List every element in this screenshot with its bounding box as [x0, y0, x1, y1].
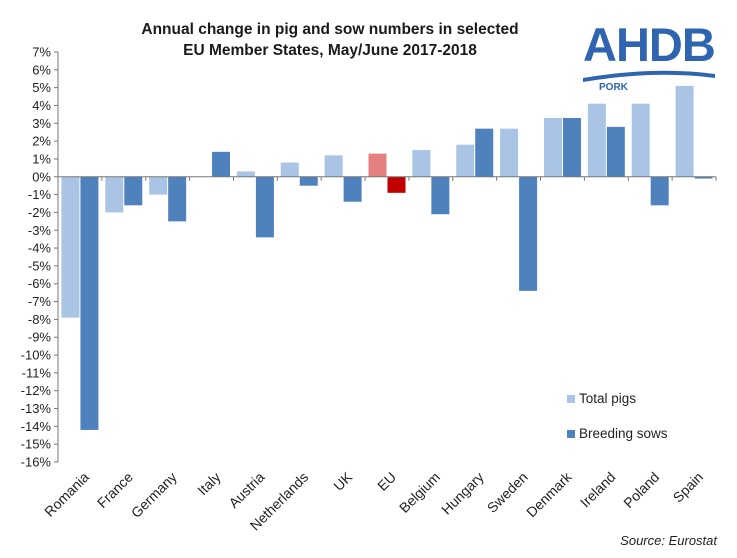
y-tick-label: 4% — [32, 98, 51, 113]
chart-title: Annual change in pig and sow numbers in … — [60, 19, 600, 61]
y-tick-label: -1% — [28, 187, 52, 202]
bar-breeding-sows-romania — [80, 176, 99, 430]
y-tick-label: 3% — [32, 116, 51, 131]
bar-breeding-sows-belgium — [431, 176, 450, 215]
x-category-label: Romania — [41, 469, 92, 520]
bar-breeding-sows-italy — [212, 151, 231, 177]
legend-swatch-breeding-sows — [567, 430, 575, 438]
legend-label-breeding-sows: Breeding sows — [579, 426, 668, 441]
bar-total-pigs-eu — [368, 153, 387, 177]
y-tick-label: -3% — [28, 223, 52, 238]
y-tick-label: -11% — [22, 365, 52, 380]
source-note: Source: Eurostat — [620, 533, 717, 548]
bar-total-pigs-sweden — [500, 128, 519, 177]
bar-total-pigs-hungary — [456, 144, 475, 177]
y-tick-label: 7% — [32, 45, 51, 60]
y-tick-label: -5% — [28, 258, 52, 273]
y-tick-label: -10% — [21, 348, 52, 363]
logo-subtitle: PORK — [599, 82, 628, 93]
bar-total-pigs-germany — [149, 176, 168, 195]
bar-breeding-sows-germany — [168, 176, 187, 222]
x-category-label: Hungary — [438, 469, 487, 518]
y-tick-label: 0% — [32, 169, 51, 184]
x-category-label: Spain — [670, 469, 707, 506]
y-tick-label: -14% — [21, 419, 52, 434]
logo-swoosh-icon — [583, 70, 715, 82]
bar-total-pigs-austria — [236, 171, 255, 177]
chart-title-line-1: Annual change in pig and sow numbers in … — [141, 21, 519, 38]
logo-wordmark: AHDB — [583, 18, 716, 71]
x-category-label: France — [94, 469, 136, 511]
y-tick-label: -6% — [28, 276, 52, 291]
ahdb-logo: AHDB PORK — [583, 20, 723, 100]
bar-breeding-sows-sweden — [519, 176, 538, 291]
y-tick-label: 5% — [32, 80, 51, 95]
bar-total-pigs-uk — [324, 155, 343, 177]
bar-total-pigs-spain — [675, 85, 694, 177]
y-tick-label: -15% — [21, 437, 52, 452]
x-category-label: Denmark — [523, 468, 575, 520]
x-category-label: Austria — [225, 469, 267, 511]
y-tick-label: -8% — [28, 312, 52, 327]
y-tick-label: -9% — [28, 330, 52, 345]
x-category-label: Germany — [128, 469, 180, 521]
bar-breeding-sows-eu — [387, 176, 406, 193]
x-category-label: Italy — [194, 469, 223, 498]
y-tick-label: 2% — [32, 134, 51, 149]
legend-swatch-total-pigs — [567, 395, 575, 403]
bar-breeding-sows-spain — [694, 176, 713, 179]
y-tick-label: 1% — [32, 151, 51, 166]
y-tick-label: -12% — [21, 383, 52, 398]
bar-breeding-sows-ireland — [606, 126, 625, 177]
y-tick-label: -2% — [28, 205, 52, 220]
y-tick-label: -7% — [28, 294, 52, 309]
chart-title-line-2: EU Member States, May/June 2017-2018 — [183, 42, 477, 59]
bar-breeding-sows-france — [124, 176, 143, 206]
bar-total-pigs-netherlands — [280, 162, 299, 177]
y-tick-label: -4% — [28, 241, 52, 256]
bar-total-pigs-poland — [631, 103, 650, 177]
bar-total-pigs-france — [105, 176, 124, 213]
x-category-label: Poland — [620, 469, 662, 511]
x-category-label: Belgium — [396, 469, 443, 516]
bar-breeding-sows-poland — [650, 176, 669, 206]
bar-breeding-sows-austria — [255, 176, 274, 238]
x-category-label: Ireland — [577, 469, 619, 511]
x-category-label: UK — [330, 468, 356, 494]
bar-total-pigs-romania — [61, 176, 80, 318]
bar-breeding-sows-netherlands — [299, 176, 318, 186]
y-tick-label: 6% — [32, 62, 51, 77]
bar-breeding-sows-hungary — [475, 128, 494, 177]
bar-breeding-sows-uk — [343, 176, 362, 202]
bar-total-pigs-denmark — [543, 117, 562, 177]
bar-breeding-sows-denmark — [562, 117, 581, 177]
x-category-label: EU — [374, 469, 399, 494]
y-tick-label: -16% — [21, 455, 52, 470]
y-tick-label: -13% — [21, 401, 52, 416]
bar-total-pigs-ireland — [587, 103, 606, 177]
legend-label-total-pigs: Total pigs — [579, 391, 636, 406]
bar-total-pigs-belgium — [412, 150, 431, 177]
